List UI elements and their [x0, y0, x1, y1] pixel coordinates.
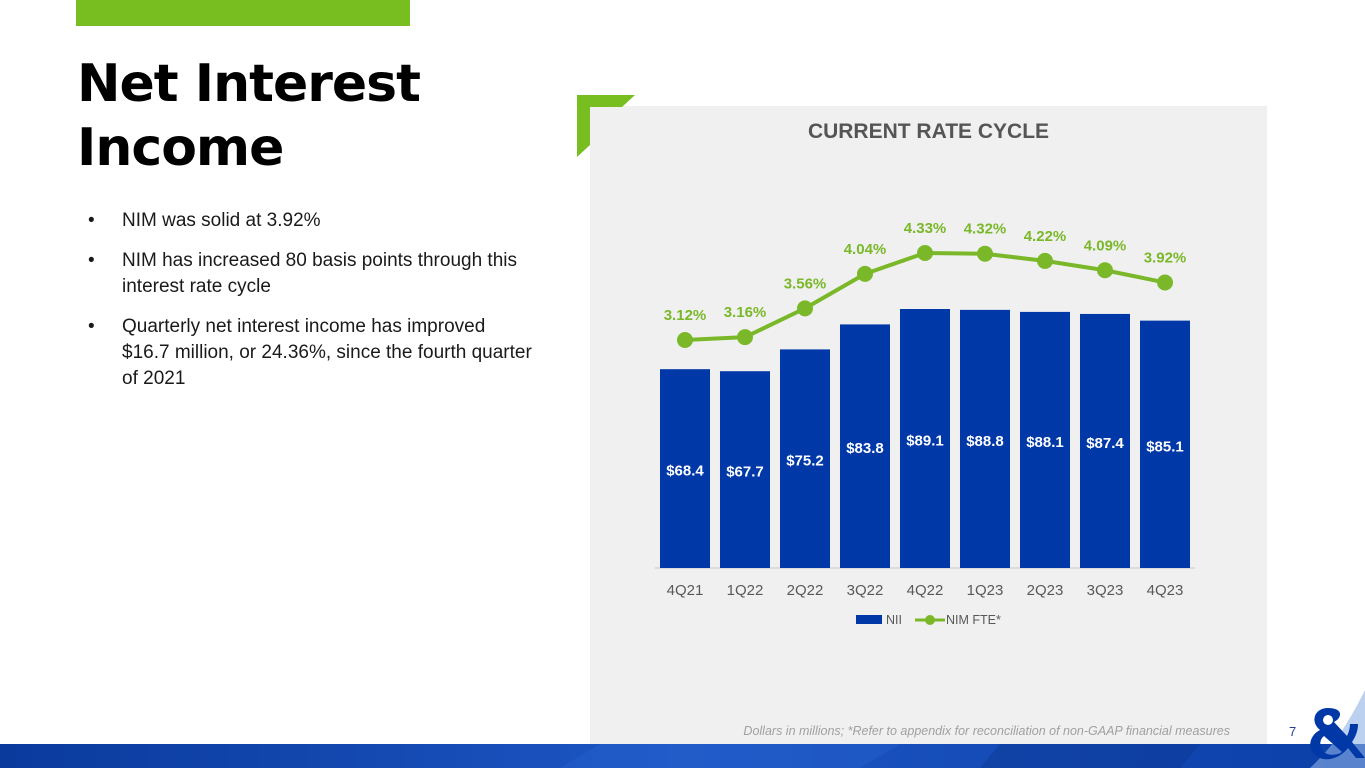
- bullet-text: Quarterly net interest income has improv…: [122, 316, 532, 389]
- bullet-text: NIM has increased 80 basis points throug…: [122, 250, 517, 297]
- page-title: Net Interest Income: [77, 52, 517, 180]
- nii-bar: [1020, 311, 1070, 568]
- x-tick-label: 4Q21: [667, 582, 704, 599]
- bullet-item: • Quarterly net interest income has impro…: [88, 314, 538, 392]
- ampersand-logo-icon: [1310, 690, 1365, 768]
- bullet-item: • NIM was solid at 3.92%: [88, 208, 538, 234]
- x-tick-label: 4Q22: [907, 582, 944, 599]
- nim-point-label: 4.32%: [964, 221, 1007, 238]
- bottom-brand-band: [0, 744, 1365, 768]
- x-tick-label: 2Q23: [1027, 582, 1064, 599]
- page-title-line2: Income: [77, 118, 284, 178]
- nim-point-label: 3.12%: [664, 307, 707, 324]
- nim-point-label: 4.04%: [844, 241, 887, 258]
- nim-point-label: 3.92%: [1144, 249, 1187, 266]
- chart-title: CURRENT RATE CYCLE: [807, 120, 1050, 143]
- legend-nii-label: NII: [886, 613, 902, 627]
- footnote: Dollars in millions; *Refer to appendix …: [743, 724, 1230, 738]
- nim-point: [917, 245, 933, 261]
- nii-bar-label: $83.8: [846, 440, 884, 457]
- x-tick-label: 3Q23: [1087, 582, 1124, 599]
- legend-nii-swatch: [856, 615, 882, 624]
- nim-point-label: 4.33%: [904, 220, 947, 237]
- nii-bar-label: $88.8: [966, 433, 1004, 450]
- nii-bar-label: $89.1: [906, 433, 944, 450]
- nii-bar: [780, 349, 830, 568]
- bullet-dot-icon: •: [88, 316, 95, 337]
- x-tick-label: 1Q22: [727, 582, 764, 599]
- nii-bar-label: $68.4: [666, 463, 704, 480]
- nii-nim-combo-chart: $68.4 $67.7 $75.2 $83.8 $89.1 $88.8 $88.1 $87.4…: [655, 220, 1195, 627]
- nii-bar-label: $67.7: [726, 464, 764, 481]
- bullet-item: • NIM has increased 80 basis points throu…: [88, 248, 538, 300]
- legend-nim-swatch-dot: [925, 615, 935, 625]
- nim-point-label: 4.09%: [1084, 237, 1127, 254]
- nim-point: [857, 265, 873, 282]
- nim-point-label: 3.16%: [724, 304, 767, 321]
- nii-bar-label: $75.2: [786, 453, 824, 470]
- nim-point: [1037, 252, 1053, 269]
- nii-bar: [660, 369, 710, 568]
- x-tick-label: 3Q22: [847, 582, 884, 599]
- nii-bar: [720, 371, 770, 568]
- nii-bar: [1080, 313, 1130, 568]
- bullet-text: NIM was solid at 3.92%: [122, 210, 321, 231]
- nii-bar-label: $85.1: [1146, 438, 1184, 455]
- nii-bar-label: $87.4: [1086, 435, 1124, 452]
- nim-point: [1157, 274, 1173, 291]
- nim-point: [677, 332, 693, 348]
- page-title-line1: Net Interest: [77, 54, 421, 114]
- nii-bar: [900, 309, 950, 568]
- nim-point-label: 3.56%: [784, 275, 827, 292]
- nim-point: [1097, 262, 1113, 279]
- page-number: 7: [1289, 724, 1297, 739]
- x-tick-label: 2Q22: [787, 582, 824, 599]
- x-tick-label: 4Q23: [1147, 582, 1184, 599]
- top-accent-bar: [76, 0, 410, 26]
- nii-bar: [1140, 320, 1190, 568]
- nim-point: [797, 300, 813, 317]
- legend-nim-label: NIM FTE*: [946, 613, 1001, 627]
- nii-bar-label: $88.1: [1026, 434, 1064, 451]
- bullet-list: • NIM was solid at 3.92% • NIM has increas…: [88, 208, 538, 406]
- nii-bar: [840, 324, 890, 568]
- bullet-dot-icon: •: [88, 210, 95, 231]
- nii-bar: [960, 309, 1010, 568]
- nim-point: [737, 329, 753, 346]
- x-tick-label: 1Q23: [967, 582, 1004, 599]
- bullet-dot-icon: •: [88, 250, 95, 271]
- nim-point-label: 4.22%: [1024, 228, 1067, 245]
- corner-bracket-icon: [577, 95, 635, 157]
- nim-point: [977, 245, 993, 262]
